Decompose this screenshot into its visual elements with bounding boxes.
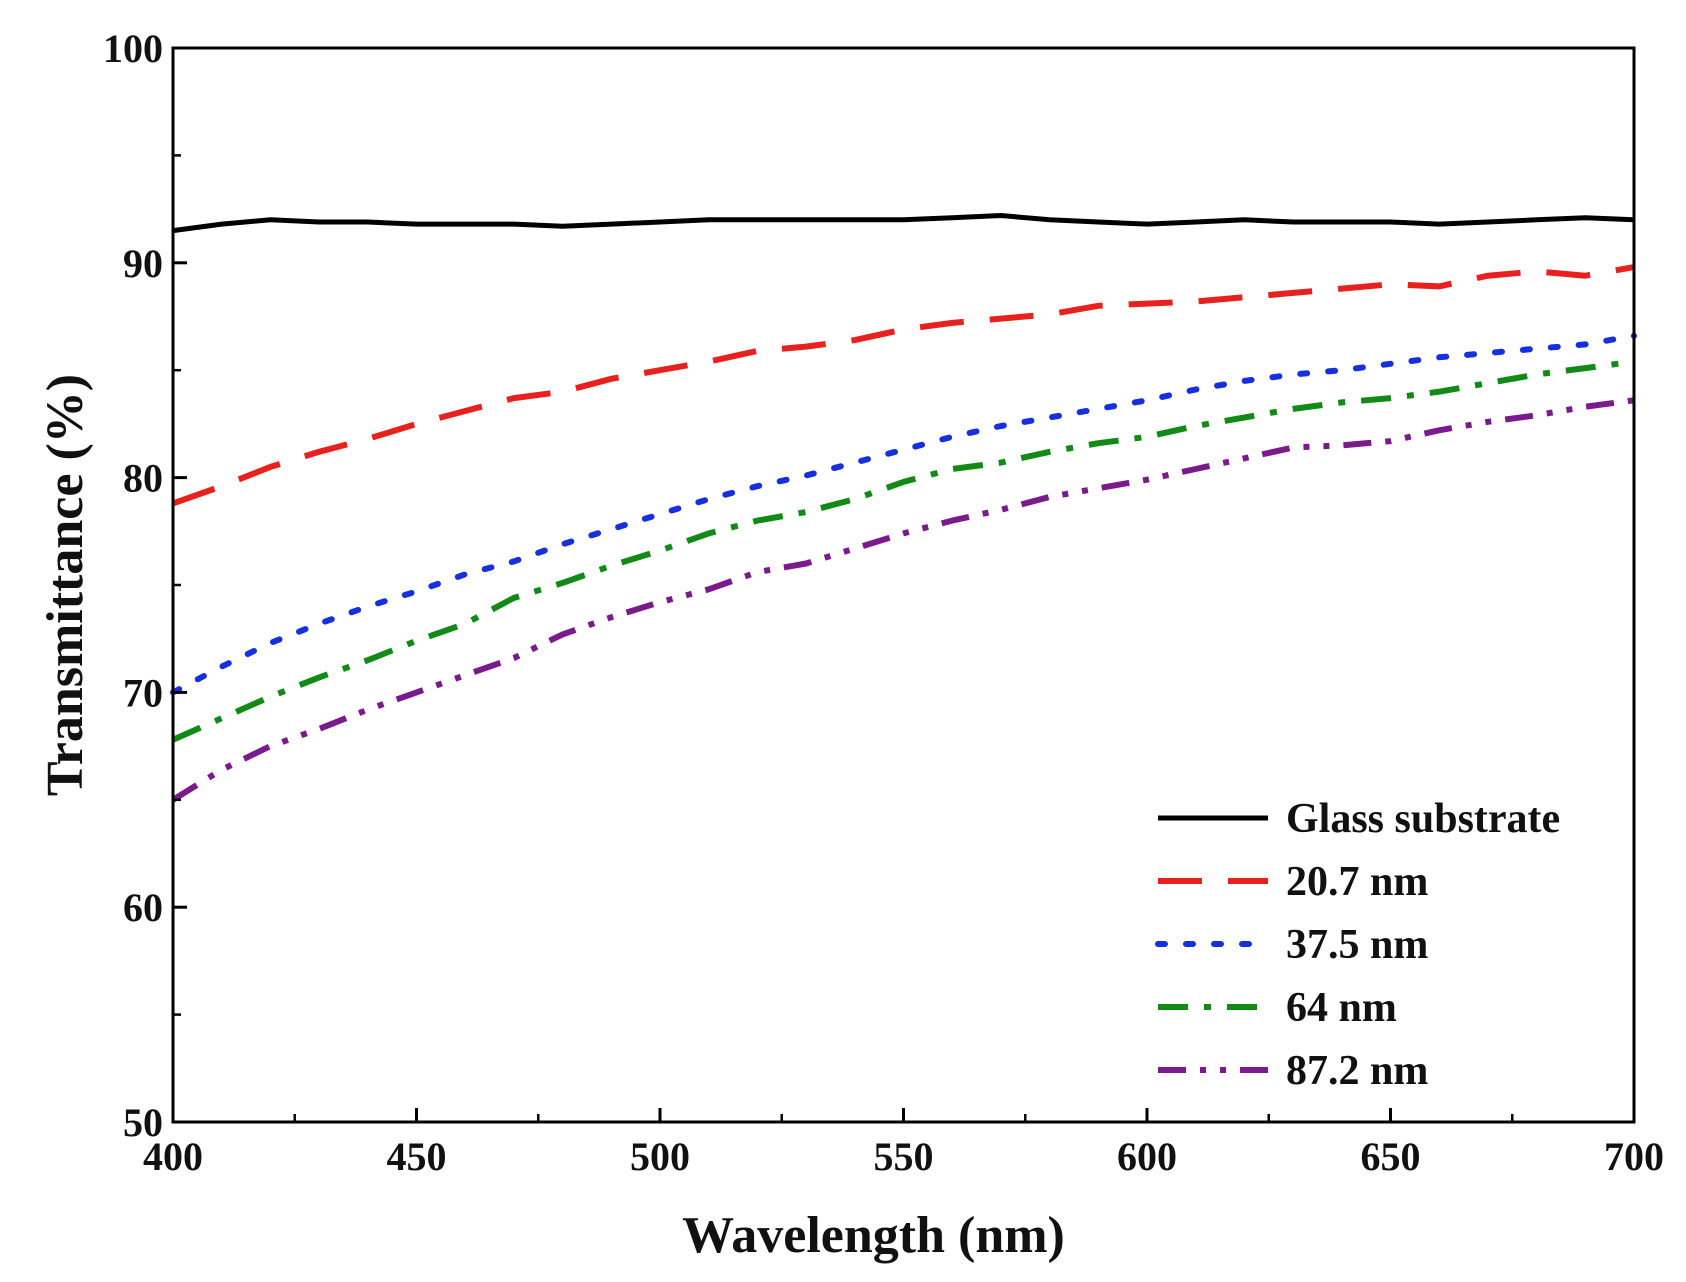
y-tick-label: 70 (123, 670, 163, 715)
x-tick-label: 600 (1117, 1134, 1177, 1179)
y-tick-label: 100 (103, 26, 163, 71)
series-line-20-7-nm (172, 264, 1635, 507)
legend-label-20-7-nm: 20.7 nm (1286, 859, 1428, 905)
y-tick-label: 80 (123, 456, 163, 501)
x-tick-label: 550 (874, 1134, 934, 1179)
y-tick-label: 90 (123, 241, 163, 286)
series-line-87-2-nm (171, 397, 1635, 803)
series-layer (170, 213, 1637, 803)
legend: Glass substrate 20.7 nm 37.5 nm 64 nm 87.2 n… (1155, 796, 1560, 1094)
x-tick-label: 650 (1361, 1134, 1421, 1179)
x-tick-label: 500 (630, 1134, 690, 1179)
x-tick-label: 450 (387, 1134, 447, 1179)
series-line-glass-substrate (172, 213, 1635, 234)
axes-layer: 400 450 500 550 600 650 700 50 60 70 80 90 100 Wavele… (37, 26, 1664, 1264)
series-line-64-nm (171, 358, 1635, 743)
y-tick-label: 60 (123, 885, 163, 930)
legend-label-37-5-nm: 37.5 nm (1286, 922, 1428, 968)
x-axis-title: Wavelength (nm) (682, 1207, 1065, 1264)
series-line-37-5-nm (170, 332, 1637, 696)
legend-label-glass-substrate: Glass substrate (1286, 796, 1560, 842)
x-tick-label: 700 (1604, 1134, 1664, 1179)
legend-label-87-2-nm: 87.2 nm (1286, 1048, 1428, 1094)
y-axis-title: Transmittance (%) (37, 374, 94, 796)
x-tick-label: 400 (143, 1134, 203, 1179)
legend-label-64-nm: 64 nm (1286, 985, 1397, 1031)
y-tick-label: 50 (123, 1100, 163, 1145)
